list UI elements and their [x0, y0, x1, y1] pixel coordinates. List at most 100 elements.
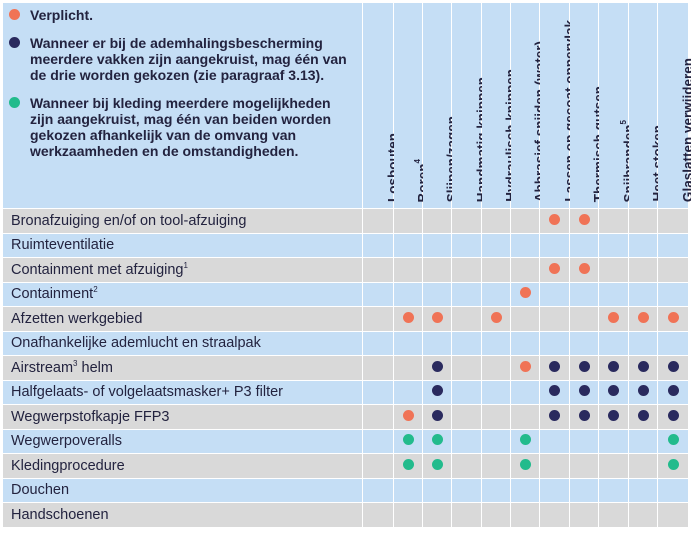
column-header: Losbouten [362, 2, 401, 209]
matrix-cell [657, 208, 689, 234]
table-row: Containment met afzuiging1 [2, 257, 689, 283]
matrix-cell [362, 330, 394, 356]
matrix-cell [510, 281, 540, 307]
matrix-cell [393, 281, 423, 307]
matrix-cell [481, 502, 511, 528]
matrix-cell [451, 257, 482, 283]
matrix-cell [598, 306, 629, 332]
row-label: Wegwerpoveralls [2, 428, 363, 454]
matrix-cell [481, 453, 511, 479]
matrix-cell [362, 281, 394, 307]
matrix-cell [539, 306, 570, 332]
column-header: Abbrasief snijden (water) [510, 2, 548, 209]
matrix-cell [539, 379, 570, 405]
matrix-cell [451, 404, 482, 430]
matrix-cell [569, 232, 599, 258]
row-label: Airstream3 helm [2, 355, 363, 381]
matrix-cell [539, 428, 570, 454]
matrix-cell [539, 453, 570, 479]
column-header: Hydraulisch knippen [481, 2, 519, 209]
matrix-cell [422, 404, 452, 430]
choose-one-dot-icon [578, 360, 590, 372]
row-label: Halfgelaats- of volgelaatsmasker+ P3 fil… [2, 379, 363, 405]
table-row: Afzetten werkgebied [2, 306, 689, 332]
matrix-cell [628, 281, 658, 307]
matrix-cell [539, 257, 570, 283]
table-row: Wegwerpoveralls [2, 428, 689, 454]
matrix-cell [422, 502, 452, 528]
matrix-cell [539, 281, 570, 307]
table-row: Containment2 [2, 281, 689, 307]
required-dot-icon [519, 287, 531, 299]
choose-one-dot-icon [637, 409, 649, 421]
required-dot-icon [667, 311, 679, 323]
matrix-cell [481, 428, 511, 454]
column-header: Slijpen/zagen [422, 2, 460, 209]
column-header: Boren4 [393, 2, 431, 209]
matrix-cell [362, 355, 394, 381]
matrix-cell [422, 355, 452, 381]
legend: Verplicht. Wanneer er bij de ademhalingsb… [3, 3, 362, 159]
choose-one-dot-icon [608, 385, 619, 397]
matrix-cell [393, 428, 423, 454]
matrix-cell [657, 502, 689, 528]
required-dot-icon [549, 213, 560, 225]
table-row: Onafhankelijke ademlucht en straalpak [2, 330, 689, 356]
matrix-cell [539, 477, 570, 503]
matrix-cell [510, 379, 540, 405]
matrix-cell [569, 257, 599, 283]
matrix-cell [598, 477, 629, 503]
matrix-cell [362, 453, 394, 479]
choose-one-clothing-dot-icon [431, 458, 443, 470]
matrix-cell [451, 232, 482, 258]
choose-one-dot-icon [549, 385, 560, 397]
matrix-cell [569, 306, 599, 332]
matrix-cell [451, 330, 482, 356]
matrix-cell [481, 330, 511, 356]
matrix-cell [598, 208, 629, 234]
matrix-cell [481, 477, 511, 503]
choose-one-dot-icon [608, 409, 619, 421]
matrix-cell [422, 379, 452, 405]
table-row: Handschoenen [2, 502, 689, 528]
matrix-cell [451, 379, 482, 405]
choose-one-dot-icon [667, 360, 679, 372]
matrix-cell [362, 477, 394, 503]
matrix-cell [451, 208, 482, 234]
choose-one-dot-icon [637, 360, 649, 372]
matrix-cell [598, 232, 629, 258]
matrix-cell [451, 502, 482, 528]
matrix-cell [393, 404, 423, 430]
matrix-cell [569, 330, 599, 356]
matrix-cell [598, 257, 629, 283]
matrix-cell [393, 232, 423, 258]
matrix-cell [422, 208, 452, 234]
choose-one-clothing-dot-icon [667, 458, 679, 470]
legend-cell: Verplicht. Wanneer er bij de ademhalingsb… [2, 2, 363, 209]
matrix-cell [393, 208, 423, 234]
matrix-cell [657, 257, 689, 283]
matrix-cell [628, 257, 658, 283]
column-header: Snijbranden5 [598, 2, 636, 209]
required-dot-icon [402, 409, 414, 421]
matrix-cell [422, 428, 452, 454]
matrix-cell [393, 355, 423, 381]
choose-one-clothing-dot-icon [402, 458, 414, 470]
choose-one-dot-icon [578, 409, 590, 421]
matrix-cell [628, 232, 658, 258]
matrix-cell [451, 281, 482, 307]
matrix-cell [451, 453, 482, 479]
column-header-label: Glaslatten verwijderen [680, 57, 691, 202]
matrix-cell [598, 428, 629, 454]
matrix-cell [422, 477, 452, 503]
choose-one-clothing-dot-icon [667, 434, 679, 446]
matrix-cell [657, 281, 689, 307]
matrix-cell [393, 477, 423, 503]
matrix-cell [362, 502, 394, 528]
choose-one-dot-icon [431, 360, 443, 372]
required-dot-icon [549, 262, 560, 274]
matrix-cell [362, 428, 394, 454]
matrix-cell [393, 379, 423, 405]
matrix-cell [510, 232, 540, 258]
